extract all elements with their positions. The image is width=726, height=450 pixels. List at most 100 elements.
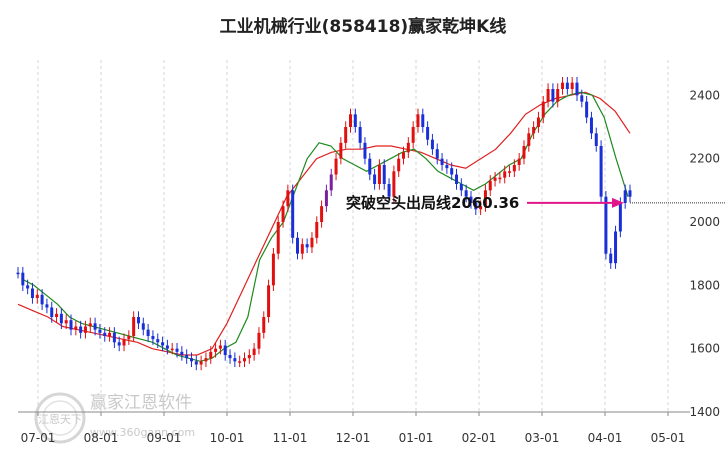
x-tick-label: 09-01 [147,431,182,445]
candle-body [185,355,189,359]
candle-body [493,177,497,181]
candle-body [570,82,574,89]
candle-body [262,317,266,333]
candle-body [339,142,343,159]
candle-body [628,190,632,197]
candle-body [108,332,112,336]
candle-body [98,329,102,333]
candle-body [156,339,160,343]
candle-body [295,237,299,254]
x-axis-ticks: 07-01 08-01 09-01 10-01 11-01 12-01 01-01 02-01… [21,412,686,445]
candle-body [88,323,92,327]
candle-body [556,89,560,102]
candle-body [508,171,512,173]
candle-body [426,127,430,140]
candle-body [546,89,550,102]
candle-body [146,329,150,336]
candle-body [59,313,63,324]
candle-body [397,158,401,172]
candle-body [93,323,97,330]
candle-body [257,332,261,349]
y-axis-ticks: 1400 1600 1800 2000 2200 2400 [689,88,720,419]
candle-body [435,149,439,159]
x-tick-label: 08-01 [84,431,119,445]
candle-body [469,196,473,203]
candle-body [40,294,44,305]
x-tick-label: 05-01 [651,431,686,445]
candle-body [536,117,540,127]
candle-body [189,358,193,362]
candle-body [315,222,319,238]
candle-body [55,313,59,317]
candle-body [430,139,434,150]
annotation-label: 突破空头出局线2060.36 [346,194,519,212]
candle-body [281,206,285,222]
x-tick-label: 01-01 [399,431,434,445]
candle-body [286,190,290,207]
candle-body [214,348,218,352]
candle-body [618,203,622,232]
candle-body [349,114,353,127]
x-tick-label: 03-01 [525,431,560,445]
candle-body [252,348,256,355]
candle-body [165,345,169,349]
candle-body [247,355,251,359]
y-tick-label: 1600 [689,342,720,356]
candle-body [517,158,521,165]
candle-body [161,342,165,346]
candle-body [204,358,208,362]
candles [16,76,632,371]
candle-body [329,174,333,191]
candle-body [64,320,68,324]
candle-body [271,253,275,286]
x-tick-label: 07-01 [21,431,56,445]
candle-body [599,146,603,197]
candle-body [170,348,174,351]
candle-body [30,288,34,298]
candle-body [488,180,492,191]
x-tick-label: 12-01 [336,431,371,445]
candle-body [503,171,507,178]
candle-body [580,95,584,102]
watermark-text: 赢家江恩软件 [90,393,192,413]
candle-body [223,345,227,355]
y-tick-label: 2000 [689,215,720,229]
candle-body [479,206,483,210]
moving-average-lines [17,91,631,362]
candle-body [512,165,516,172]
candle-body [122,339,126,346]
candle-body [199,361,203,365]
candle-body [26,285,30,289]
candle-body [402,152,406,159]
candle-body [532,127,536,134]
candle-body [585,101,589,118]
y-tick-label: 1800 [689,278,720,292]
candle-body [614,231,618,264]
candle-body [242,358,246,362]
candle-body [45,304,49,308]
candle-body [445,165,449,169]
candle-body [594,133,598,146]
y-tick-label: 2400 [689,88,720,102]
candle-body [334,158,338,175]
candle-body [450,168,454,175]
candle-body [112,332,116,343]
candle-body [74,326,78,330]
candle-body [541,101,545,118]
candle-body [141,323,145,330]
x-tick-label: 10-01 [210,431,245,445]
candle-body [79,326,83,333]
x-tick-label: 11-01 [273,431,308,445]
candle-body [363,142,367,159]
candle-body [136,317,140,324]
chart-title: 工业机械行业(858418)赢家乾坤K线 [219,17,507,37]
candle-body [175,348,179,352]
candle-body [604,196,608,254]
candle-body [233,358,237,362]
annotation-arrow-head [612,197,624,208]
candle-body [623,190,627,203]
candle-body [459,184,463,191]
candle-body [69,320,73,330]
candle-body [83,326,87,333]
ma-long-line [17,91,631,356]
